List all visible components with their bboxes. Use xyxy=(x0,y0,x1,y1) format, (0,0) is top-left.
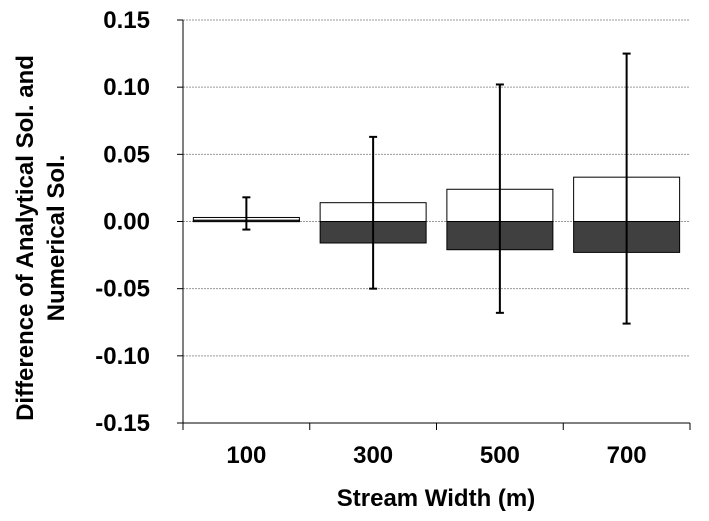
error-bars xyxy=(242,52,631,325)
x-axis-title: Stream Width (m) xyxy=(337,485,535,512)
x-tick-label: 300 xyxy=(353,442,393,469)
x-tick-label: 500 xyxy=(480,442,520,469)
axes xyxy=(177,19,691,430)
y-tick-labels: -0.15 -0.10 -0.05 0.00 0.05 0.10 0.15 xyxy=(95,7,150,437)
y-tick-label: -0.15 xyxy=(95,410,150,437)
y-axis-title-line1: Difference of Analytical Sol. and xyxy=(12,55,39,421)
bars xyxy=(192,176,681,253)
y-tick-label: 0.00 xyxy=(103,209,150,236)
y-tick-label: 0.15 xyxy=(103,7,150,34)
y-tick-label: -0.05 xyxy=(95,276,150,303)
y-tick-label: 0.05 xyxy=(103,141,150,168)
y-tick-label: 0.10 xyxy=(103,74,150,101)
gridlines xyxy=(183,19,690,357)
y-axis-title-line2: Numerical Sol. xyxy=(43,155,70,322)
x-tick-label: 100 xyxy=(226,442,266,469)
x-tick-labels: 100 300 500 700 xyxy=(226,442,646,469)
x-tick-label: 700 xyxy=(607,442,647,469)
y-tick-label: -0.10 xyxy=(95,343,150,370)
